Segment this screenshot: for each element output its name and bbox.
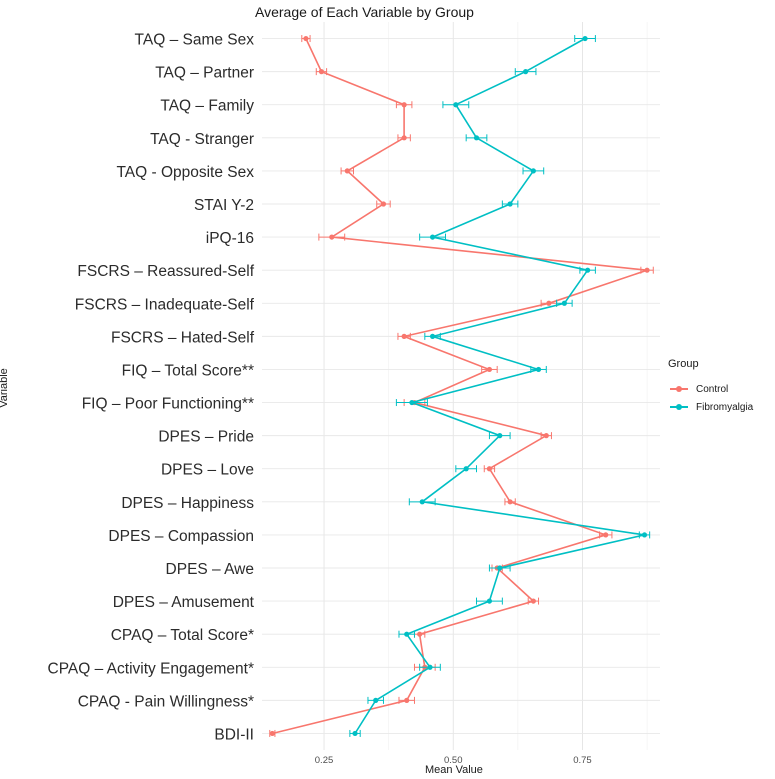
y-tick-label: FSCRS – Reassured-Self — [77, 263, 254, 280]
data-point-control — [417, 631, 423, 637]
data-point-fibromyalgia — [373, 697, 379, 703]
data-point-fibromyalgia — [497, 565, 503, 571]
y-tick-label: FIQ – Poor Functioning** — [82, 396, 254, 413]
y-tick-label: CPAQ - Pain Willingness* — [78, 693, 254, 710]
y-tick-label: FSCRS – Hated-Self — [111, 329, 255, 346]
data-point-control — [401, 135, 407, 141]
y-tick-label: TAQ – Partner — [155, 65, 254, 82]
data-point-fibromyalgia — [409, 399, 415, 406]
legend-item-control: Control — [668, 380, 753, 398]
data-point-fibromyalgia — [585, 267, 591, 273]
y-tick-label: FSCRS – Inadequate-Self — [75, 296, 255, 313]
y-tick-label: DPES – Awe — [166, 561, 254, 578]
y-tick-label: TAQ - Stranger — [150, 131, 254, 148]
x-axis-title: Mean Value — [425, 764, 483, 776]
data-point-control — [329, 234, 335, 240]
data-point-fibromyalgia — [473, 135, 480, 141]
y-tick-label: DPES – Amusement — [113, 594, 255, 611]
y-tick-label: iPQ-16 — [206, 230, 254, 247]
y-tick-label: TAQ - Opposite Sex — [116, 164, 254, 181]
data-point-fibromyalgia — [530, 168, 536, 174]
data-point-fibromyalgia — [427, 664, 433, 670]
y-tick-label: BDI-II — [214, 726, 254, 743]
data-point-fibromyalgia — [429, 234, 436, 240]
legend-label-fibromyalgia: Fibromyalgia — [696, 401, 754, 413]
legend-item-fibromyalgia: Fibromyalgia — [668, 398, 753, 416]
y-tick-label: TAQ – Same Sex — [135, 32, 255, 49]
data-point-control — [318, 69, 325, 75]
data-point-control — [269, 730, 275, 737]
y-tick-label: CPAQ – Activity Engagement* — [48, 660, 254, 677]
data-point-control — [507, 499, 513, 505]
legend-title: Group — [668, 358, 699, 370]
data-point-control — [603, 532, 609, 538]
y-tick-label: DPES – Happiness — [121, 495, 254, 512]
data-point-fibromyalgia — [561, 300, 567, 306]
legend: Group Control Fibromyalgia — [668, 358, 753, 416]
data-point-control — [486, 366, 493, 373]
data-point-fibromyalgia — [497, 433, 503, 439]
data-point-fibromyalgia — [463, 466, 469, 472]
data-point-fibromyalgia — [453, 102, 459, 108]
data-point-fibromyalgia — [429, 333, 436, 339]
legend-key-fibromyalgia — [668, 402, 690, 412]
y-tick-label: DPES – Compassion — [108, 528, 254, 545]
legend-label-control: Control — [696, 383, 729, 395]
data-point-fibromyalgia — [486, 598, 493, 604]
data-point-control — [486, 466, 493, 472]
data-point-fibromyalgia — [535, 366, 542, 373]
y-tick-label: DPES – Pride — [158, 429, 254, 446]
data-point-control — [530, 598, 536, 604]
data-point-fibromyalgia — [641, 532, 648, 538]
chart-title: Average of Each Variable by Group — [255, 4, 474, 20]
data-point-control — [404, 697, 410, 703]
data-point-fibromyalgia — [419, 499, 425, 505]
y-tick-label: DPES – Love — [161, 462, 254, 479]
y-tick-label: TAQ – Family — [160, 98, 254, 115]
data-point-control — [401, 102, 407, 108]
data-point-control — [644, 267, 650, 273]
data-point-control — [401, 333, 407, 339]
data-point-fibromyalgia — [582, 35, 588, 42]
x-tick-label: 0.25 — [315, 755, 334, 766]
legend-key-control — [668, 384, 690, 394]
y-tick-label: FIQ – Total Score** — [122, 362, 254, 379]
data-point-control — [344, 168, 350, 174]
data-point-control — [303, 35, 309, 42]
data-point-control — [546, 300, 552, 306]
data-point-control — [543, 433, 549, 439]
x-tick-label: 0.50 — [444, 755, 463, 766]
data-point-control — [380, 201, 387, 207]
y-tick-label: CPAQ – Total Score* — [111, 627, 254, 644]
x-tick-label: 0.75 — [573, 755, 592, 766]
data-point-fibromyalgia — [352, 730, 358, 737]
y-tick-label: STAI Y-2 — [194, 197, 254, 214]
data-point-fibromyalgia — [523, 69, 529, 75]
series-line-control — [272, 38, 648, 735]
series-line-fibromyalgia — [354, 37, 645, 734]
data-point-fibromyalgia — [507, 201, 513, 207]
data-point-fibromyalgia — [404, 631, 410, 637]
